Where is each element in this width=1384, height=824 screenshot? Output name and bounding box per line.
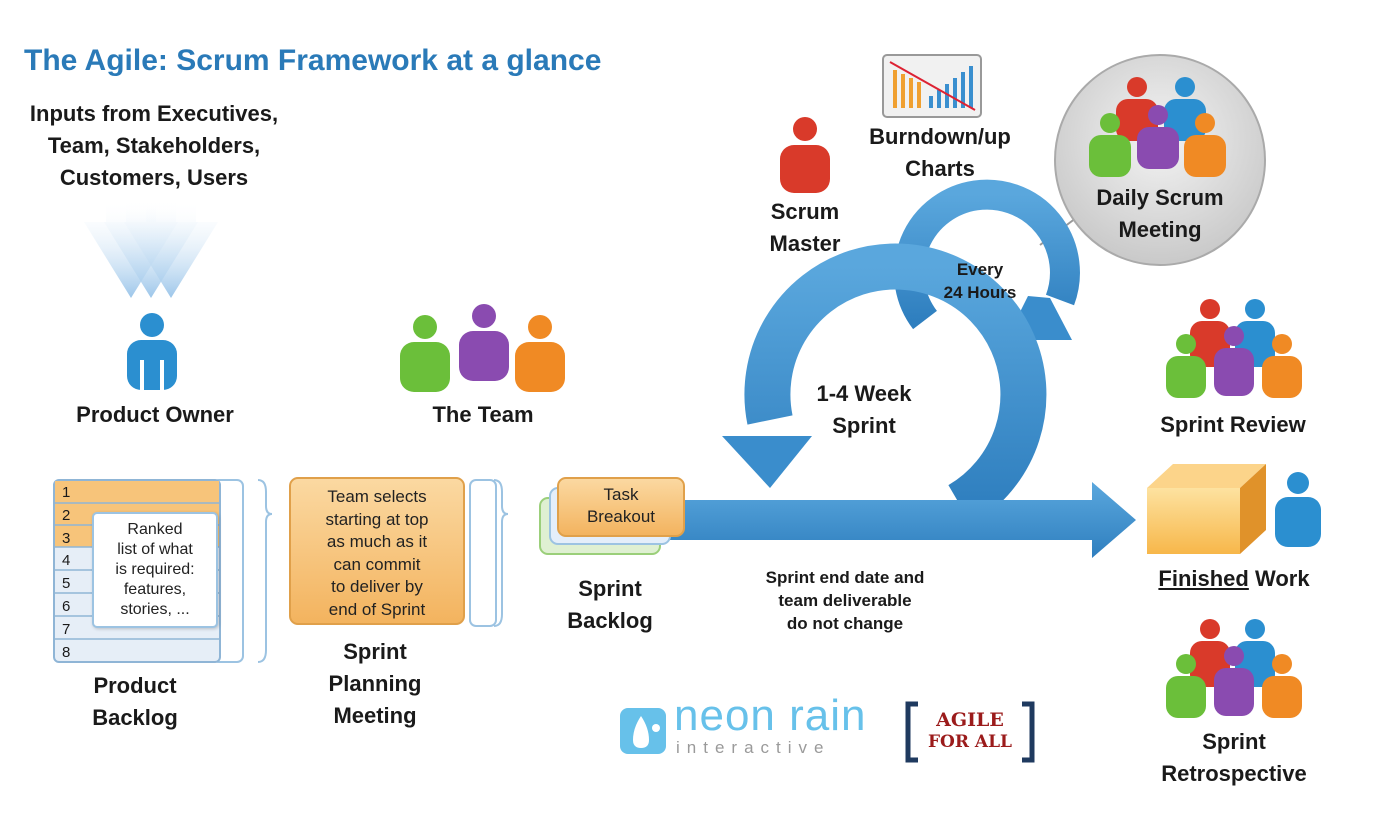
neon-rain-logo-text: neon rain: [674, 691, 867, 740]
sprint-planning-note-text: Team selects starting at top as much as …: [292, 486, 462, 621]
backlog-row-number: 8: [62, 643, 71, 661]
team-people-icon: [400, 304, 565, 392]
scrum-master-person-icon: [780, 117, 830, 193]
scrum-master-line: Master: [769, 231, 841, 256]
sprint-planning-line: Planning: [328, 671, 422, 696]
finished-work-label: Finished Work: [1136, 563, 1332, 595]
sprint-backlog-label: Sprint Backlog: [540, 573, 680, 637]
agile-for-all-logo-text: AGILE FOR ALL: [922, 709, 1018, 753]
backlog-row-numbers: 1 2 3 4 5 6 7 8: [62, 482, 82, 664]
sprint-planning-label: Sprint Planning Meeting: [300, 636, 450, 732]
every-24-line: Every: [956, 260, 1004, 279]
product-backlog-line: Product: [93, 673, 177, 698]
backlog-row-number: 1: [62, 484, 71, 501]
sprint-cycle-line: 1-4 Week: [816, 381, 912, 406]
retrospective-line: Retrospective: [1161, 761, 1307, 786]
sprint-review-people-icon: [1166, 299, 1302, 398]
task-breakout-line: Breakout: [586, 507, 656, 526]
daily-scrum-line: Daily Scrum: [1096, 185, 1224, 210]
finished-rest: Work: [1248, 566, 1310, 591]
burndown-line: Charts: [905, 156, 975, 181]
sprint-retrospective-label: Sprint Retrospective: [1136, 726, 1332, 790]
backlog-row-number: 6: [62, 597, 71, 615]
sprint-loop-arrow: [722, 243, 1047, 525]
sprint-planning-line: Sprint: [343, 639, 407, 664]
sprint-review-label: Sprint Review: [1160, 412, 1306, 437]
main-flow-arrow: [670, 482, 1136, 558]
daily-scrum-line: Meeting: [1118, 217, 1202, 242]
sprint-cycle-line: Sprint: [832, 413, 896, 438]
sprint-planning-back: [469, 479, 497, 627]
finished-work-person-icon: [1275, 472, 1321, 547]
finished-work-box-icon: [1147, 464, 1266, 554]
sprint-planning-line: Meeting: [333, 703, 417, 728]
sprint-end-line: do not change: [786, 614, 904, 633]
sprint-end-line: Sprint end date and: [765, 568, 925, 587]
planning-note-line: Team selects: [327, 487, 427, 506]
finished-underlined: Finished: [1158, 566, 1249, 591]
backlog-row-number: 2: [62, 506, 71, 524]
for-all-line: FOR ALL: [927, 732, 1013, 752]
sprint-planning-note: [289, 477, 465, 625]
product-backlog-note: Ranked list of what is required: feature…: [92, 512, 218, 628]
neon-rain-logo-icon: [620, 708, 666, 754]
backlog-note-line: is required:: [115, 561, 195, 578]
neon-rain-logo-subtext: interactive: [676, 738, 831, 757]
every-24-line: 24 Hours: [943, 283, 1017, 302]
product-owner-label: Product Owner: [76, 402, 234, 427]
page-title: The Agile: Scrum Framework at a glance: [24, 44, 602, 77]
every-24-hours-label: Every 24 Hours: [930, 258, 1030, 304]
backlog-note-line: Ranked: [127, 521, 183, 538]
backlog-row-number: 3: [62, 529, 71, 547]
planning-note-line: as much as it: [326, 532, 428, 551]
sprint-backlog-line: Backlog: [567, 608, 653, 633]
backlog-row-number: 4: [62, 552, 71, 570]
planning-note-line: to deliver by: [331, 577, 423, 596]
product-backlog-label: Product Backlog: [68, 670, 202, 734]
planning-note-line: starting at top: [325, 509, 429, 529]
backlog-row-number: 5: [62, 575, 71, 593]
inputs-line: Inputs from Executives,: [29, 101, 279, 126]
sprint-backlog-note-text: Task Breakout: [558, 484, 684, 528]
daily-scrum-label: Daily Scrum Meeting: [1080, 182, 1240, 246]
sprint-planning-bracket: [493, 479, 509, 627]
product-backlog-line: Backlog: [92, 705, 178, 730]
sprint-end-line: team deliverable: [778, 591, 912, 610]
backlog-note-line: stories, ...: [120, 601, 190, 618]
sprint-backlog-stack: [539, 477, 685, 555]
inputs-arrows: [84, 200, 218, 298]
inputs-line: Customers, Users: [59, 165, 249, 190]
retrospective-line: Sprint: [1202, 729, 1266, 754]
sprint-cycle-label: 1-4 Week Sprint: [790, 378, 938, 442]
planning-note-line: can commit: [333, 554, 421, 574]
sprint-retrospective-people-icon: [1166, 619, 1302, 718]
scrum-master-label: Scrum Master: [745, 196, 865, 260]
backlog-row-number: 7: [62, 620, 71, 638]
product-backlog-bracket: [257, 479, 273, 663]
sprint-end-note: Sprint end date and team deliverable do …: [730, 566, 960, 635]
backlog-note-line: list of what: [117, 541, 193, 558]
burndown-line: Burndown/up: [869, 124, 1011, 149]
planning-note-line: end of Sprint: [328, 599, 426, 619]
backlog-note-line: features,: [123, 581, 187, 598]
burndown-chart-icon: [882, 54, 982, 118]
agile-line: AGILE: [936, 709, 1004, 731]
inputs-text: Inputs from Executives, Team, Stakeholde…: [6, 98, 302, 194]
inputs-line: Team, Stakeholders,: [47, 133, 261, 158]
product-owner-person-icon: [127, 313, 177, 390]
sprint-backlog-line: Sprint: [578, 576, 642, 601]
burndown-label: Burndown/up Charts: [848, 121, 1032, 185]
task-breakout-line: Task: [603, 485, 639, 504]
agile-for-all-logo-icon: [905, 701, 1035, 763]
the-team-label: The Team: [432, 402, 534, 427]
daily-scrum-people-icon: [1089, 77, 1226, 177]
scrum-master-line: Scrum: [770, 199, 840, 224]
